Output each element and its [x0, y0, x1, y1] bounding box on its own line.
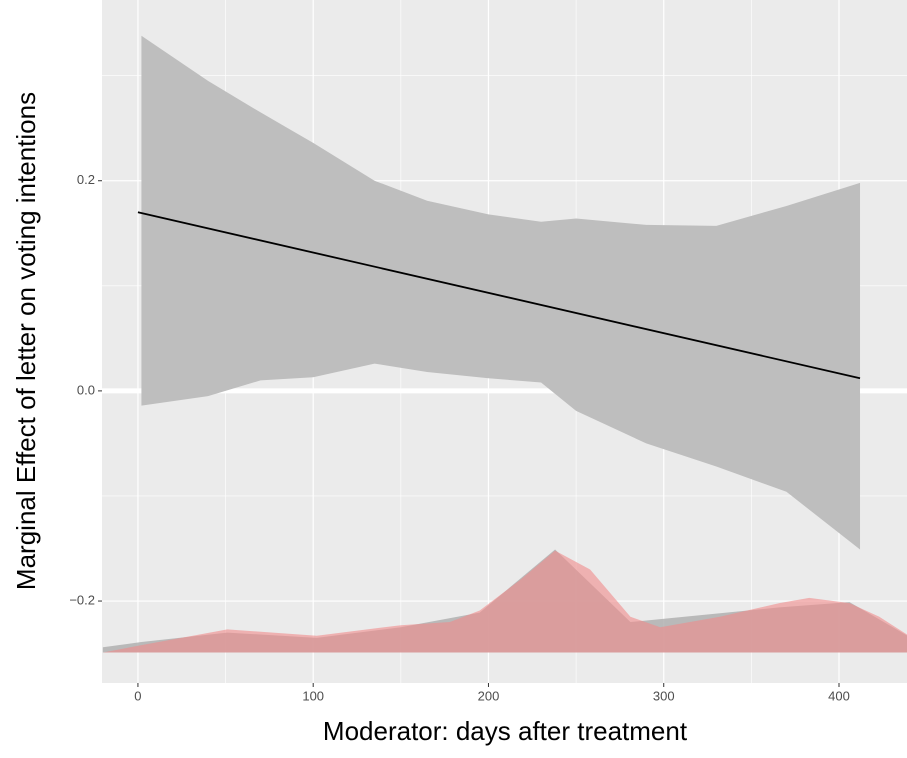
x-tick-label: 0 — [134, 688, 141, 703]
effect-line — [137, 211, 861, 380]
density-area — [102, 550, 907, 653]
x-axis-title: Moderator: days after treatment — [323, 716, 688, 746]
confidence-band — [141, 35, 861, 550]
y-tick-label: 0.0 — [77, 382, 95, 397]
y-tick-label: 0.2 — [77, 172, 95, 187]
y-axis-title: Marginal Effect of letter on voting inte… — [11, 92, 41, 590]
y-tick-label: −0.2 — [69, 592, 95, 607]
x-tick-label: 400 — [828, 688, 850, 703]
x-tick-label: 200 — [478, 688, 500, 703]
x-tick-label: 300 — [653, 688, 675, 703]
x-tick-label: 100 — [302, 688, 324, 703]
